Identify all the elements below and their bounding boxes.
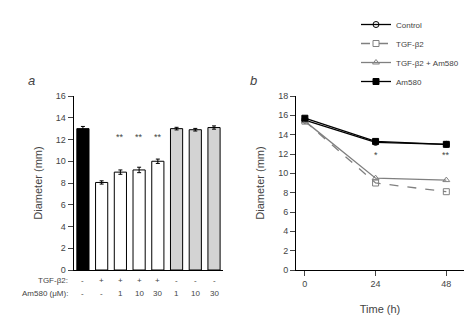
svg-text:-: -	[81, 289, 84, 298]
svg-text:16: 16	[278, 110, 288, 120]
svg-text:18: 18	[278, 91, 288, 101]
svg-text:-: -	[100, 289, 103, 298]
svg-text:-: -	[175, 276, 178, 285]
svg-text:1: 1	[118, 289, 123, 298]
svg-text:Am580: Am580	[396, 78, 422, 87]
svg-text:30: 30	[210, 289, 219, 298]
svg-text:48: 48	[441, 279, 451, 289]
svg-text:10: 10	[278, 168, 288, 178]
svg-text:14: 14	[56, 113, 66, 123]
svg-text:-: -	[194, 276, 197, 285]
svg-text:TGF-β2: TGF-β2	[396, 40, 424, 49]
svg-text:Diameter (mm): Diameter (mm)	[254, 146, 266, 219]
svg-text:Am580 (μM):: Am580 (μM):	[22, 289, 68, 298]
svg-text:Diameter (mm): Diameter (mm)	[32, 146, 44, 219]
svg-text:12: 12	[56, 135, 66, 145]
svg-text:16: 16	[56, 91, 66, 101]
svg-text:10: 10	[56, 156, 66, 166]
svg-text:8: 8	[283, 188, 288, 198]
svg-text:10: 10	[191, 289, 200, 298]
svg-text:0: 0	[61, 265, 66, 275]
svg-text:6: 6	[61, 200, 66, 210]
svg-text:8: 8	[61, 178, 66, 188]
svg-text:2: 2	[61, 243, 66, 253]
svg-text:+: +	[137, 276, 142, 285]
svg-text:TGF-β2 + Am580: TGF-β2 + Am580	[396, 59, 459, 68]
svg-text:*: *	[374, 150, 378, 160]
svg-text:6: 6	[283, 207, 288, 217]
svg-text:**: **	[154, 132, 162, 142]
svg-text:+: +	[99, 276, 104, 285]
svg-text:-: -	[213, 276, 216, 285]
svg-text:4: 4	[283, 226, 288, 236]
svg-text:4: 4	[61, 222, 66, 232]
svg-text:0: 0	[302, 279, 307, 289]
svg-text:TGF-β2:: TGF-β2:	[38, 276, 68, 285]
svg-text:+: +	[118, 276, 123, 285]
svg-text:12: 12	[278, 149, 288, 159]
svg-text:**: **	[442, 150, 450, 160]
svg-text:Control: Control	[396, 21, 422, 30]
svg-text:2: 2	[283, 246, 288, 256]
svg-text:**: **	[116, 132, 124, 142]
svg-text:10: 10	[135, 289, 144, 298]
svg-text:24: 24	[371, 279, 381, 289]
svg-text:-: -	[81, 276, 84, 285]
svg-text:30: 30	[153, 289, 162, 298]
svg-text:14: 14	[278, 130, 288, 140]
svg-text:Time (h): Time (h)	[360, 303, 401, 315]
svg-text:1: 1	[174, 289, 179, 298]
svg-text:b: b	[250, 73, 257, 88]
svg-text:+: +	[155, 276, 160, 285]
svg-text:0: 0	[283, 265, 288, 275]
svg-text:**: **	[135, 132, 143, 142]
svg-text:a: a	[28, 73, 35, 88]
